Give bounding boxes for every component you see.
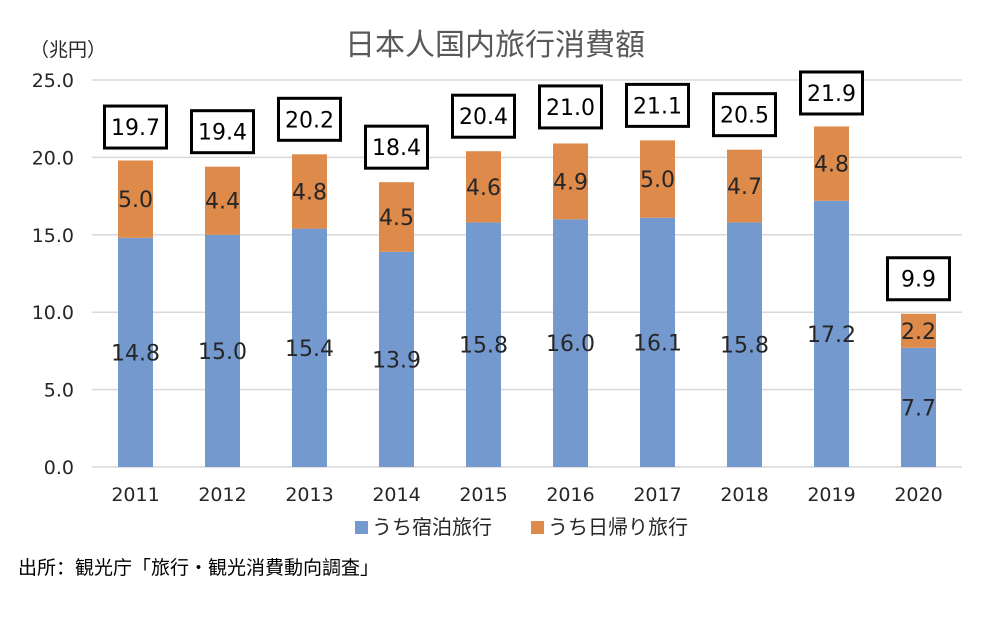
total-label-box bbox=[190, 109, 255, 155]
x-tick-label: 2011 bbox=[111, 484, 159, 506]
total-value-label: 20.4 bbox=[459, 105, 508, 130]
total-label-box bbox=[712, 92, 777, 138]
data-labels: 14.8 5.0 19.7 15.0 4.4 19.4 15.4 4.8 20.2 13.9 4.5… bbox=[103, 70, 951, 421]
stay-value-label: 13.9 bbox=[372, 348, 421, 373]
x-tick-label: 2020 bbox=[894, 484, 942, 506]
total-label-box bbox=[886, 256, 951, 302]
total-value-label: 9.9 bbox=[901, 268, 936, 293]
bar-daytrip-segment bbox=[466, 151, 501, 223]
y-axis-unit: （兆円） bbox=[30, 39, 106, 61]
stay-value-label: 16.1 bbox=[633, 331, 682, 356]
total-label-box bbox=[364, 124, 429, 170]
y-tick-label: 25.0 bbox=[32, 70, 74, 92]
bar-stay-segment bbox=[292, 228, 327, 467]
x-tick-label: 2019 bbox=[807, 484, 855, 506]
bar-daytrip-segment bbox=[205, 166, 240, 235]
daytrip-value-label: 4.6 bbox=[466, 176, 501, 201]
y-tick-label: 20.0 bbox=[32, 147, 74, 169]
stay-value-label: 16.0 bbox=[546, 332, 595, 357]
x-tick-label: 2012 bbox=[198, 484, 246, 506]
x-tick-label: 2017 bbox=[633, 484, 681, 506]
x-tick-label: 2018 bbox=[720, 484, 768, 506]
legend: うち宿泊旅行 うち日帰り旅行 bbox=[355, 515, 688, 539]
x-tick-label: 2015 bbox=[459, 484, 507, 506]
total-label-box bbox=[277, 96, 342, 142]
daytrip-value-label: 5.0 bbox=[118, 188, 153, 213]
bar-daytrip-segment bbox=[292, 154, 327, 229]
daytrip-value-label: 4.5 bbox=[379, 206, 414, 231]
daytrip-value-label: 4.7 bbox=[727, 175, 762, 200]
total-value-label: 21.0 bbox=[546, 96, 595, 121]
total-label-box bbox=[625, 82, 690, 128]
bar-daytrip-segment bbox=[379, 182, 414, 252]
stay-value-label: 17.2 bbox=[807, 323, 856, 348]
x-tick-label: 2014 bbox=[372, 484, 420, 506]
total-value-label: 19.4 bbox=[198, 121, 247, 146]
bar-stay-segment bbox=[901, 347, 936, 467]
x-tick-label: 2016 bbox=[546, 484, 594, 506]
total-value-label: 18.4 bbox=[372, 136, 421, 161]
total-label-box bbox=[451, 93, 516, 139]
stay-value-label: 14.8 bbox=[111, 341, 160, 366]
total-label-box bbox=[538, 84, 603, 130]
y-tick-label: 15.0 bbox=[32, 225, 74, 247]
total-label-box bbox=[799, 70, 864, 116]
y-axis-ticks: 0.0 5.0 10.0 15.0 20.0 25.0 bbox=[32, 70, 74, 479]
legend-label: うち日帰り旅行 bbox=[548, 515, 688, 539]
bar-stay-segment bbox=[553, 219, 588, 467]
bar-stay-segment bbox=[640, 217, 675, 467]
stay-value-label: 15.8 bbox=[720, 334, 769, 359]
legend-swatch bbox=[531, 521, 544, 534]
stay-value-label: 7.7 bbox=[901, 396, 936, 421]
total-label-box bbox=[103, 104, 168, 150]
bar-stay-segment bbox=[466, 222, 501, 467]
daytrip-value-label: 4.8 bbox=[292, 180, 327, 205]
bar-daytrip-segment bbox=[553, 143, 588, 220]
bar-stay-segment bbox=[205, 234, 240, 467]
bar-daytrip-segment bbox=[727, 149, 762, 223]
stay-value-label: 15.8 bbox=[459, 334, 508, 359]
total-value-label: 21.1 bbox=[633, 94, 682, 119]
chart-title: 日本人国内旅行消費額 bbox=[345, 28, 645, 63]
daytrip-value-label: 4.9 bbox=[553, 170, 588, 195]
daytrip-value-label: 4.4 bbox=[205, 190, 240, 215]
daytrip-value-label: 4.8 bbox=[814, 153, 849, 178]
bar-stay-segment bbox=[727, 222, 762, 467]
bar-stay-segment bbox=[814, 200, 849, 467]
bar-daytrip-segment bbox=[814, 126, 849, 201]
stay-value-label: 15.0 bbox=[198, 340, 247, 365]
total-value-label: 20.5 bbox=[720, 104, 769, 129]
daytrip-value-label: 2.2 bbox=[901, 320, 936, 345]
bar-stay-segment bbox=[118, 237, 153, 467]
bar-daytrip-segment bbox=[640, 140, 675, 218]
source-note: 出所：観光庁「旅行・観光消費動向調査」 bbox=[18, 557, 379, 579]
legend-swatch bbox=[355, 521, 368, 534]
x-axis-labels: 2011 2012 2013 2014 2015 2016 2017 2018 2019 2020 bbox=[111, 484, 942, 506]
total-value-label: 20.2 bbox=[285, 108, 334, 133]
y-tick-label: 10.0 bbox=[32, 302, 74, 324]
daytrip-value-label: 5.0 bbox=[640, 168, 675, 193]
bar-daytrip-segment bbox=[901, 313, 936, 348]
total-value-label: 19.7 bbox=[111, 116, 160, 141]
y-tick-label: 5.0 bbox=[44, 380, 74, 402]
legend-label: うち宿泊旅行 bbox=[372, 515, 492, 539]
bar-stay-segment bbox=[379, 251, 414, 467]
bars bbox=[118, 126, 936, 467]
stay-value-label: 15.4 bbox=[285, 337, 334, 362]
bar-daytrip-segment bbox=[118, 160, 153, 238]
x-tick-label: 2013 bbox=[285, 484, 333, 506]
y-tick-label: 0.0 bbox=[44, 457, 74, 479]
total-value-label: 21.9 bbox=[807, 82, 856, 107]
